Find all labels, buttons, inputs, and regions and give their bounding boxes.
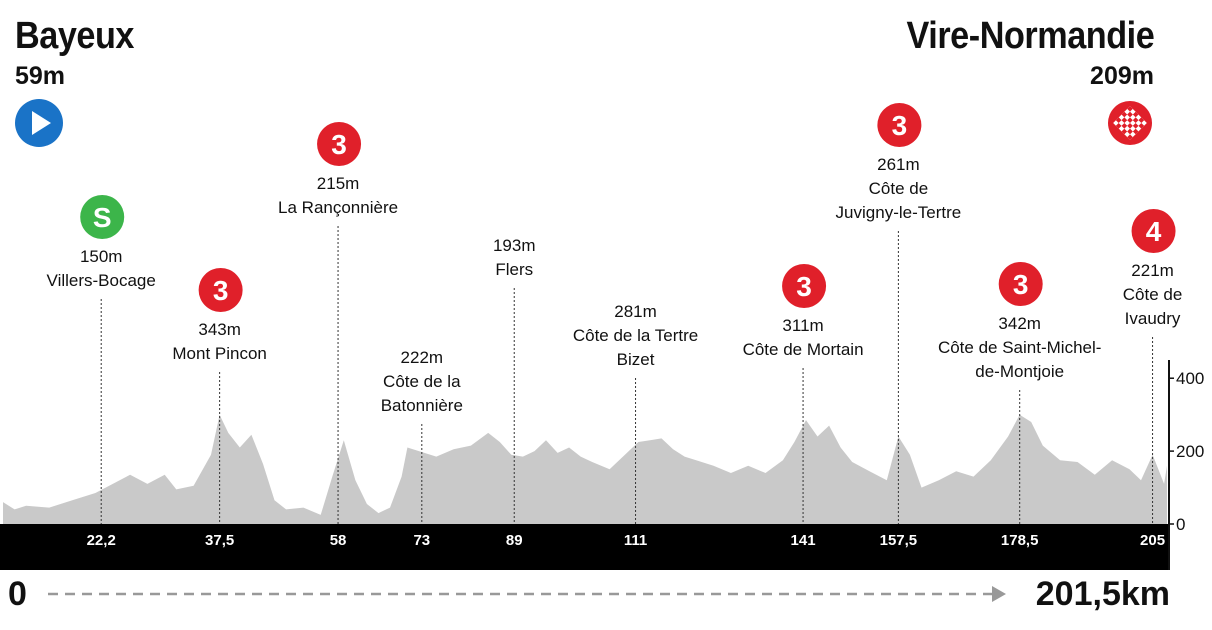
climb-name-label: Flers [495,260,533,279]
climb-altitude-label: 150m [80,247,123,266]
x-tick-label: 37,5 [205,532,234,549]
x-tick-label: 111 [624,532,647,549]
climb-name-label: Côte de Saint-Michel- [938,338,1101,357]
x-tick-label: 73 [413,532,430,549]
x-tick-label: 157,5 [880,532,918,549]
climb-altitude-label: 215m [317,174,360,193]
x-tick-label: 205 [1140,532,1165,549]
badge-label: 3 [213,275,229,306]
climb-name-label: Mont Pincon [172,344,267,363]
climb-category-badge-icon [877,103,922,147]
y-tick-label: 0 [1176,515,1185,534]
climb-name-label: Côte de la Tertre [573,326,698,345]
climb-name-label: La Rançonnière [278,198,398,217]
climb-category-badge-icon [1131,209,1176,253]
climb-altitude-label: 311m [782,316,823,335]
y-tick-label: 200 [1176,442,1204,461]
climb-altitude-label: 261m [877,155,920,174]
badge-label: 3 [331,129,347,160]
finish-city: Vire-Normandie [906,15,1154,57]
climb-category-badge-icon [317,122,362,166]
climb-name-label: de-Montjoie [975,362,1064,381]
climb-category-badge-icon [198,268,243,312]
start-city: Bayeux [15,15,134,57]
climb-altitude-label: 343m [198,320,241,339]
climb-name-label: Côte de [869,179,929,198]
y-tick-label: 400 [1176,369,1204,388]
x-tick-label: 89 [506,532,523,549]
climb-name-label: Bizet [617,350,655,369]
badge-label: 3 [796,271,812,302]
checkered-flag-icon [1108,101,1152,145]
climb-altitude-label: 342m [998,314,1041,333]
x-tick-label: 141 [791,532,816,549]
climb-name-label: Côte de [1123,285,1183,304]
climb-name-label: Ivaudry [1125,309,1181,328]
sprint-badge-icon [80,195,125,239]
climb-name-label: Villers-Bocage [47,271,156,290]
x-axis-band [0,524,1169,570]
climb-altitude-label: 222m [401,348,444,367]
badge-label: 4 [1146,216,1162,247]
start-altitude: 59m [15,62,66,90]
x-tick-label: 58 [330,532,347,549]
climb-name-label: Batonnière [381,396,463,415]
badge-label: 3 [1013,269,1029,300]
climb-altitude-label: 193m [493,236,536,255]
start-play-icon [15,99,63,147]
climb-category-badge-icon [782,264,827,308]
climb-category-badge-icon [998,262,1043,306]
elevation-area [3,414,1167,524]
distance-start-label: 0 [8,575,27,613]
badge-label: S [93,202,112,233]
x-tick-label: 178,5 [1001,532,1039,549]
x-tick-label: 22,2 [87,532,116,549]
climb-name-label: Côte de Mortain [743,340,864,359]
climb-altitude-label: 281m [614,302,657,321]
finish-altitude: 209m [1090,62,1154,90]
badge-label: 3 [892,110,908,141]
distance-end-label: 201,5km [1035,575,1170,613]
climb-name-label: Côte de la [383,372,461,391]
finish-block: Vire-Normandie 209m [879,14,1154,152]
start-block: Bayeux 59m [15,14,147,147]
climb-altitude-label: 221m [1131,261,1174,280]
climb-name-label: Juvigny-le-Tertre [836,203,962,222]
arrow-head-icon [992,586,1006,602]
